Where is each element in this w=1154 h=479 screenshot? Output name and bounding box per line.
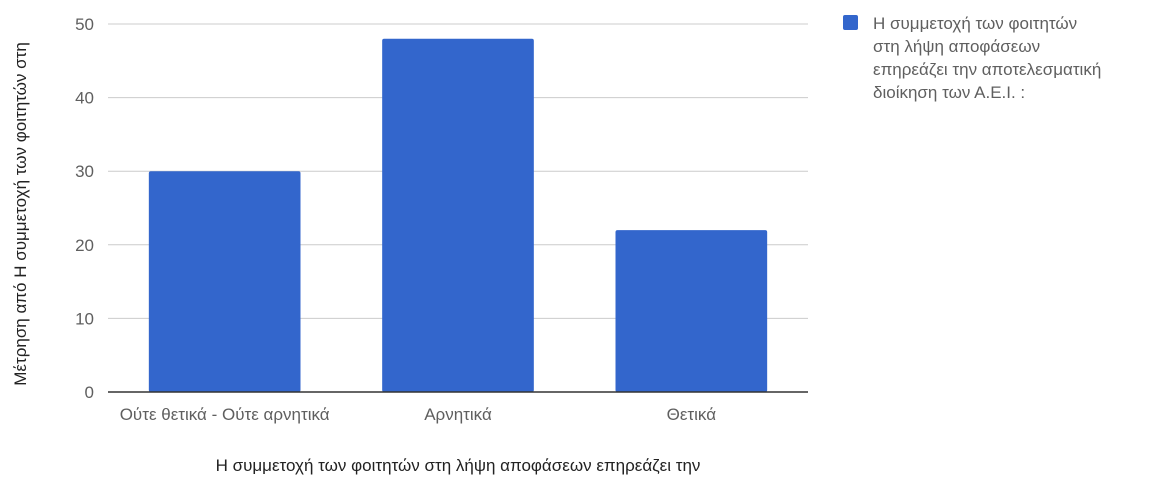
y-axis-title: Μέτρηση από Η συμμετοχή των φοιτητών στη: [11, 42, 30, 386]
y-tick-label: 10: [75, 309, 94, 328]
y-tick-label: 40: [75, 89, 94, 108]
y-tick-label: 50: [75, 15, 94, 34]
y-tick-label: 20: [75, 236, 94, 255]
bars: [148, 38, 768, 392]
bar-1: [382, 38, 534, 392]
legend-label: Η συμμετοχή των φοιτητών στη λήψη αποφάσε…: [873, 14, 1101, 102]
legend-line: επηρεάζει την αποτελεσματική: [873, 60, 1101, 79]
x-tick-label: Θετικά: [667, 405, 717, 424]
legend-line: διοίκηση των Α.Ε.Ι. :: [873, 83, 1025, 102]
axis-labels: 0 10 20 30 40 50 Ούτε θετικά - Ούτε αρνητικά Αρ…: [11, 15, 716, 475]
x-tick-label: Αρνητικά: [424, 405, 492, 424]
legend-swatch: [843, 15, 858, 30]
legend-line: Η συμμετοχή των φοιτητών: [873, 14, 1077, 33]
y-tick-label: 30: [75, 162, 94, 181]
y-tick-label: 0: [85, 383, 94, 402]
bar-2: [615, 230, 768, 392]
legend: Η συμμετοχή των φοιτητών στη λήψη αποφάσε…: [843, 14, 1101, 102]
x-tick-label: Ούτε θετικά - Ούτε αρνητικά: [120, 405, 330, 424]
x-axis-title: Η συμμετοχή των φοιτητών στη λήψη αποφάσ…: [216, 456, 701, 475]
legend-line: στη λήψη αποφάσεων: [873, 37, 1040, 56]
bar-0: [148, 171, 301, 392]
